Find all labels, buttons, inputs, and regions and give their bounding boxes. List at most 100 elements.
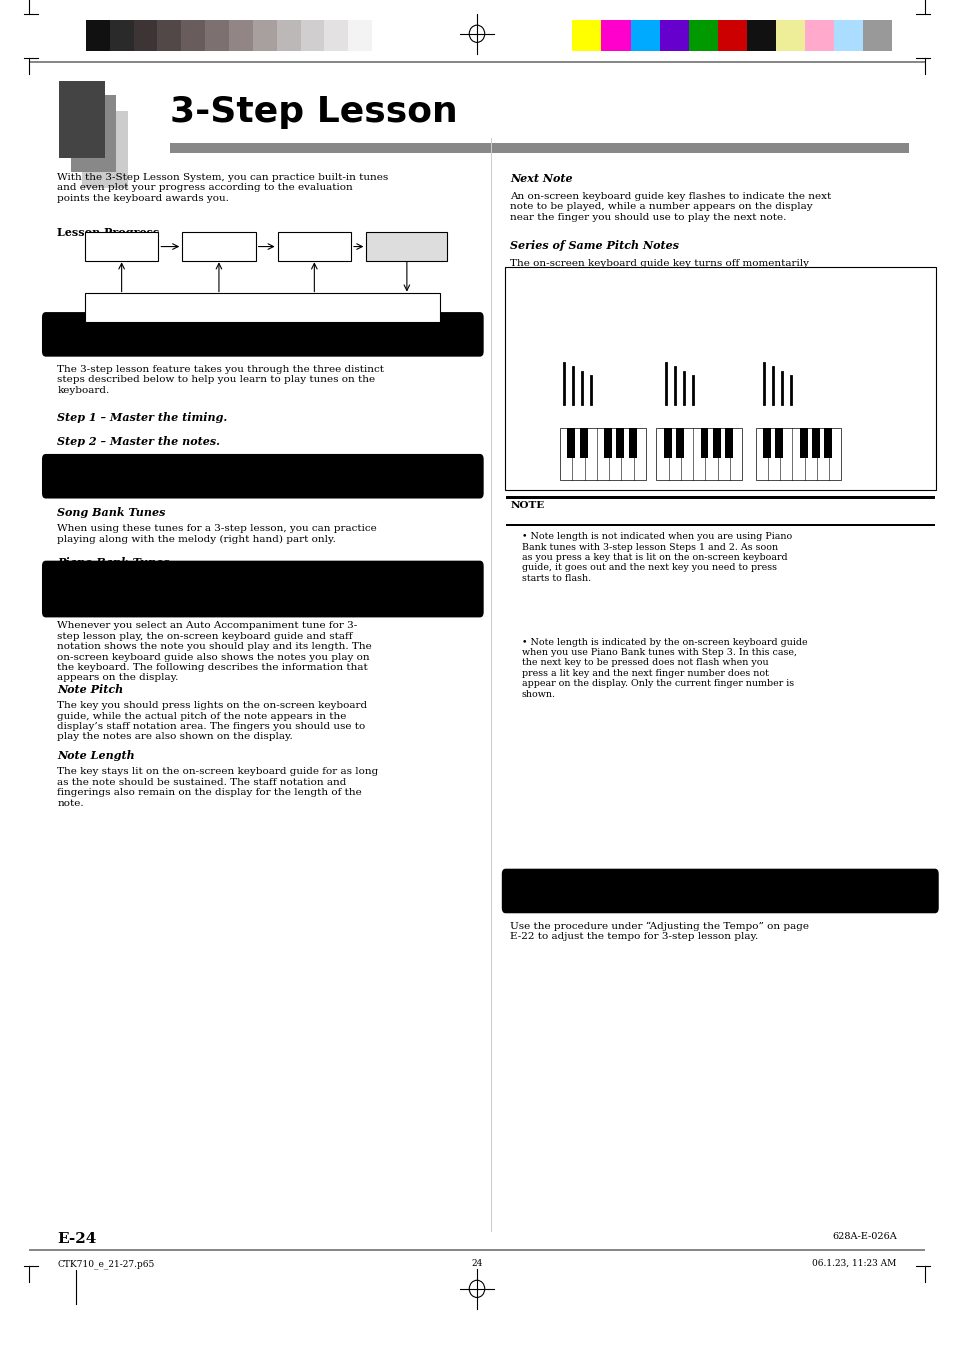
FancyBboxPatch shape	[42, 312, 483, 357]
Bar	[659, 20, 688, 51]
Text: Next note: Next note	[519, 334, 558, 342]
Text: Note Length: Note Length	[57, 750, 134, 761]
Text: Evaluation: Evaluation	[382, 240, 431, 250]
Text: Song Bank Tunes: Song Bank Tunes	[57, 507, 166, 517]
Bar	[82, 111, 128, 188]
Bar	[181, 20, 205, 51]
Bar	[762, 428, 770, 458]
Bar	[29, 62, 924, 63]
Text: Current note: Current note	[519, 350, 569, 358]
Text: Whenever you select an Auto Accompaniment tune for 3-
step lesson play, the on-s: Whenever you select an Auto Accompanimen…	[57, 621, 372, 682]
Bar	[746, 20, 775, 51]
Text: Flash  Lit: Flash Lit	[660, 422, 697, 430]
FancyBboxPatch shape	[182, 232, 255, 261]
FancyBboxPatch shape	[42, 454, 483, 499]
Bar	[833, 20, 862, 51]
Bar	[276, 20, 300, 51]
Bar	[567, 428, 575, 458]
Bar	[572, 20, 600, 51]
Text: The key stays lit on the on-screen keyboard guide for as long
as the note should: The key stays lit on the on-screen keybo…	[57, 767, 378, 808]
Text: 3-Step Lesson: 3-Step Lesson	[54, 327, 175, 342]
Bar	[724, 428, 732, 458]
Text: The key you should press lights on the on-screen keyboard
guide, while the actua: The key you should press lights on the o…	[57, 701, 367, 742]
Bar	[372, 20, 395, 51]
Bar	[799, 428, 807, 458]
Text: The on-screen keyboard guide key turns off momentarily
between the notes, and li: The on-screen keyboard guide key turns o…	[510, 259, 833, 300]
Bar	[717, 20, 746, 51]
Text: With the 3-Step Lesson System, you can practice built-in tunes
and even plot you: With the 3-Step Lesson System, you can p…	[57, 173, 388, 203]
Text: 1st Note: 1st Note	[567, 309, 599, 317]
Bar	[656, 428, 741, 480]
Text: Use the procedure under “Adjusting the Tempo” on page
E-22 to adjust the tempo f: Use the procedure under “Adjusting the T…	[510, 921, 808, 942]
Bar	[700, 428, 708, 458]
Bar	[630, 20, 659, 51]
Bar	[862, 20, 891, 51]
Bar	[205, 20, 229, 51]
Bar	[110, 20, 133, 51]
Text: Step 3 – Play at normal speed.: Step 3 – Play at normal speed.	[57, 461, 245, 471]
Bar	[676, 428, 683, 458]
Text: 628A-E-026A: 628A-E-026A	[831, 1232, 896, 1242]
Bar	[229, 20, 253, 51]
Bar	[811, 428, 819, 458]
Bar	[157, 20, 181, 51]
Text: Targeted Practice: Targeted Practice	[221, 301, 303, 311]
Text: • Note length is indicated by the on-screen keyboard guide
when you use Piano Ba: • Note length is indicated by the on-scr…	[521, 638, 806, 698]
Text: When using these tunes for a 3-step lesson, you can practice
playing along with : When using these tunes for a 3-step less…	[57, 524, 376, 543]
Text: 5: 5	[748, 374, 758, 388]
Text: 3rd Note: 3rd Note	[762, 309, 797, 317]
Bar	[59, 81, 105, 158]
Text: 24: 24	[471, 1259, 482, 1269]
Bar	[505, 524, 934, 526]
Bar	[755, 428, 841, 480]
Bar	[712, 428, 720, 458]
Text: Example:: Example:	[513, 277, 563, 286]
Bar	[86, 20, 110, 51]
FancyBboxPatch shape	[504, 267, 935, 490]
Bar	[775, 20, 804, 51]
Text: On-screen
keyboard
guide: On-screen keyboard guide	[510, 428, 549, 455]
Bar	[616, 428, 623, 458]
Bar	[29, 1248, 924, 1251]
Text: 1: 1	[650, 374, 659, 388]
Text: Series of Same Pitch Notes: Series of Same Pitch Notes	[510, 240, 679, 251]
Bar	[579, 428, 587, 458]
FancyBboxPatch shape	[85, 232, 158, 261]
Bar	[253, 20, 276, 51]
Text: NOTE: NOTE	[510, 501, 544, 511]
Text: 06.1.23, 11:23 AM: 06.1.23, 11:23 AM	[812, 1259, 896, 1269]
Bar	[600, 20, 630, 51]
Bar	[348, 20, 372, 51]
FancyBboxPatch shape	[42, 561, 483, 617]
Text: 3-step Lesson Tempo Setting: 3-step Lesson Tempo Setting	[515, 884, 762, 898]
Bar	[823, 428, 831, 458]
Text: When play requires pressing keys with fingers
3, 2, and then 1: When play requires pressing keys with fi…	[568, 277, 804, 296]
Bar	[324, 20, 348, 51]
Text: Step 1 – Master the timing.: Step 1 – Master the timing.	[57, 412, 227, 423]
Bar	[663, 428, 671, 458]
Text: Tune Types and Their Parts: Tune Types and Their Parts	[54, 469, 287, 484]
Bar	[491, 138, 492, 1232]
Text: Note Pitch: Note Pitch	[57, 684, 123, 694]
FancyBboxPatch shape	[501, 869, 938, 913]
Bar	[300, 20, 324, 51]
FancyBboxPatch shape	[366, 232, 447, 261]
Text: • Note length is not indicated when you are using Piano
Bank tunes with 3-step l: • Note length is not indicated when you …	[521, 532, 791, 582]
Text: Step 3: Step 3	[299, 240, 329, 250]
Bar	[133, 20, 157, 51]
Bar	[505, 497, 934, 499]
Bar	[603, 428, 612, 458]
Text: 3-Step Lesson: 3-Step Lesson	[170, 95, 457, 128]
FancyBboxPatch shape	[277, 232, 351, 261]
Text: Flash  Lit: Flash Lit	[558, 422, 595, 430]
Text: Next Note: Next Note	[510, 173, 573, 184]
Text: Lit    Flash: Lit Flash	[757, 422, 797, 430]
Bar	[559, 428, 645, 480]
Text: Step 2: Step 2	[204, 240, 233, 250]
Bar	[688, 20, 717, 51]
Text: Piano Bank Tunes: Piano Bank Tunes	[57, 557, 170, 567]
Text: E-24: E-24	[57, 1232, 96, 1246]
Text: Lesson Progress: Lesson Progress	[57, 227, 159, 238]
FancyBboxPatch shape	[85, 293, 439, 322]
Text: An on-screen keyboard guide key flashes to indicate the next
note to be played, : An on-screen keyboard guide key flashes …	[510, 192, 831, 222]
